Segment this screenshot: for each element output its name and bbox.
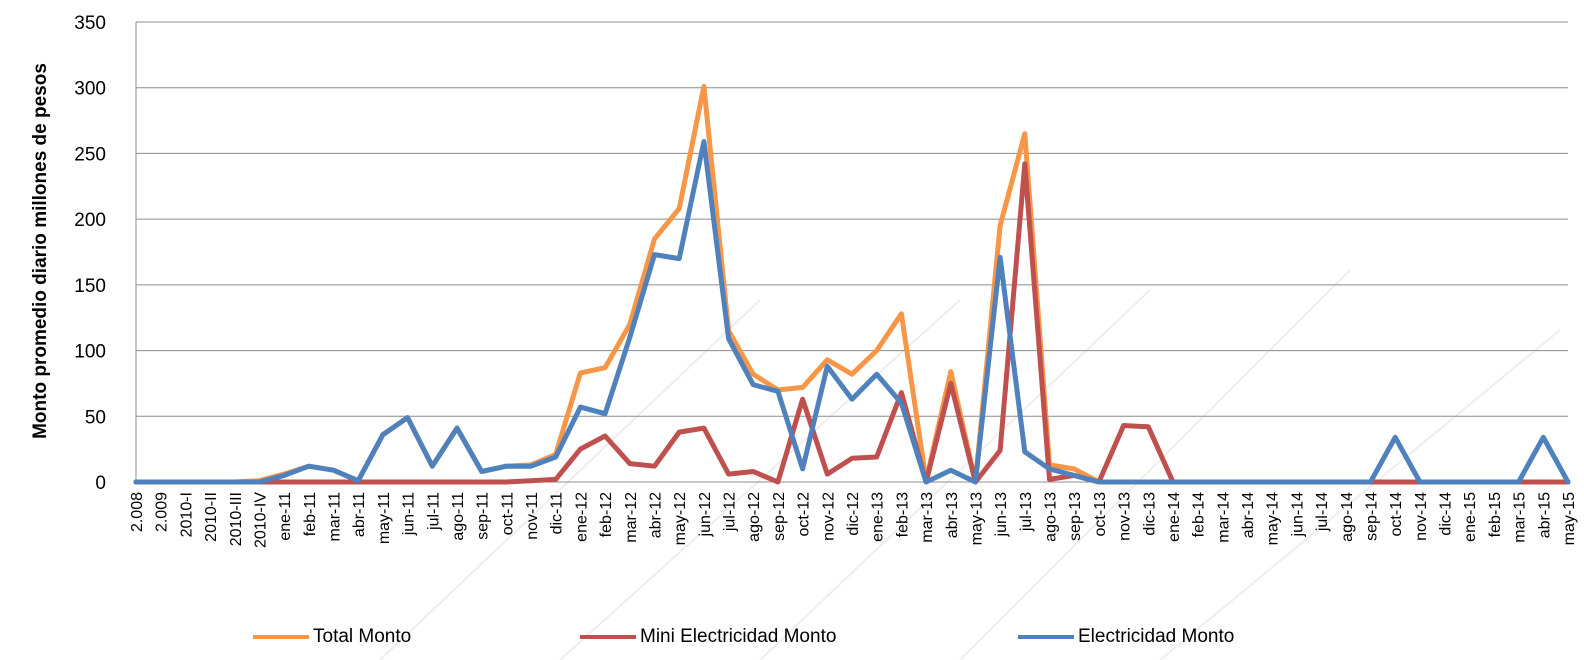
x-tick-label: jun-13 (993, 492, 1010, 538)
x-tick-label: 2010-II (203, 492, 220, 542)
x-tick-label: feb-11 (302, 492, 319, 536)
x-tick-label: jun-11 (401, 492, 418, 536)
x-tick-label: abr-12 (647, 492, 664, 538)
x-tick-label: mar-14 (1215, 492, 1232, 543)
x-tick-label: mar-11 (327, 492, 344, 542)
legend-item-total-monto: Total Monto (253, 626, 411, 648)
x-tick-label: abr-15 (1536, 492, 1553, 538)
x-tick-label: abr-11 (351, 492, 368, 537)
y-tick-label: 250 (74, 144, 106, 165)
x-tick-label: jul-12 (722, 492, 739, 532)
legend-item-electricidad-monto: Electricidad Monto (1018, 626, 1234, 648)
x-tick-label: 2010-III (228, 492, 245, 546)
x-tick-label: ene-12 (573, 492, 590, 542)
x-tick-label: oct-14 (1388, 492, 1405, 537)
legend-swatch-mini-electricidad-monto (580, 635, 636, 639)
x-tick-label: ene-13 (870, 492, 887, 542)
x-tick-label: jun-14 (1289, 492, 1306, 538)
x-tick-label: sep-12 (771, 492, 788, 541)
x-tick-label: ago-13 (1043, 492, 1060, 542)
legend-label-total-monto: Total Monto (313, 626, 412, 647)
x-tick-label: may-15 (1561, 492, 1578, 545)
gridlines (135, 21, 1568, 483)
x-tick-label: 2.008 (129, 492, 146, 532)
x-tick-label: dic-13 (1141, 492, 1158, 536)
decor-line-2 (759, 289, 1151, 660)
x-tick-label: ene-15 (1462, 492, 1479, 542)
x-tick-label: oct-12 (796, 492, 813, 537)
y-tick-label: 0 (95, 473, 106, 494)
x-tick-label: dic-14 (1438, 492, 1455, 536)
x-tick-label: may-11 (376, 492, 393, 544)
x-tick-label: nov-11 (524, 492, 541, 540)
y-tick-label: 300 (74, 79, 106, 100)
x-tick-label: ene-11 (277, 492, 294, 541)
x-tick-label: abr-13 (944, 492, 961, 538)
y-tick-label: 50 (85, 407, 106, 428)
x-tick-label: oct-11 (499, 492, 516, 535)
x-tick-label: 2010-IV (252, 492, 269, 548)
series-line-total-monto (133, 83, 1571, 485)
x-tick-label: ago-12 (746, 492, 763, 542)
x-tick-label: feb-14 (1191, 492, 1208, 537)
y-tick-label: 100 (74, 342, 106, 363)
x-tick-label: nov-13 (1117, 492, 1134, 541)
x-tick-label: mar-13 (919, 492, 936, 543)
legend: Total Monto Mini Electricidad Monto Elec… (0, 626, 1584, 656)
x-tick-labels: 2.008 2.009 2010-I 2010-II 2010-III 2010-IV en… (129, 492, 1578, 548)
x-tick-label: may-12 (672, 492, 689, 545)
legend-item-mini-electricidad-monto: Mini Electricidad Monto (580, 626, 836, 648)
legend-swatch-total-monto (253, 635, 309, 639)
x-tick-label: sep-14 (1363, 492, 1380, 541)
x-tick-label: sep-13 (1067, 492, 1084, 541)
background-decoration (379, 269, 1561, 660)
decor-line-1 (559, 299, 961, 660)
y-tick-label: 200 (74, 210, 106, 231)
y-tick-labels: 0 50 100 150 200 250 300 350 (74, 13, 106, 494)
x-tick-label: feb-12 (598, 492, 615, 537)
x-tick-label: jul-14 (1314, 492, 1331, 532)
x-tick-label: 2.009 (154, 492, 171, 532)
y-axis-label: Monto promedio diario millones de pesos (30, 63, 51, 439)
x-tick-label: abr-14 (1240, 492, 1257, 538)
series-line-mini-electricidad-monto (133, 161, 1571, 485)
x-tick-label: sep-11 (475, 492, 492, 540)
x-tick-label: ago-14 (1339, 492, 1356, 542)
x-tick-label: feb-13 (894, 492, 911, 537)
legend-swatch-electricidad-monto (1018, 635, 1074, 639)
x-tick-label: ago-11 (450, 492, 467, 541)
y-tick-label: 350 (74, 13, 106, 34)
x-tick-label: nov-12 (820, 492, 837, 541)
x-tick-label: ene-14 (1166, 492, 1183, 542)
decor-line-3 (959, 269, 1351, 660)
y-tick-label: 150 (74, 276, 106, 297)
series-lines (133, 83, 1571, 485)
decor-line-0 (379, 299, 761, 660)
x-tick-label: jul-11 (425, 492, 442, 531)
x-tick-label: feb-15 (1487, 492, 1504, 537)
x-tick-label: jul-13 (1018, 492, 1035, 532)
x-tick-label: mar-15 (1512, 492, 1529, 543)
decor-line-4 (1159, 329, 1561, 660)
x-tick-label: oct-13 (1092, 492, 1109, 537)
legend-label-mini-electricidad-monto: Mini Electricidad Monto (640, 626, 837, 647)
x-tick-label: may-14 (1265, 492, 1282, 545)
series-line-electricidad-monto (133, 139, 1571, 485)
x-tick-label: 2010-I (178, 492, 195, 537)
legend-label-electricidad-monto: Electricidad Monto (1078, 626, 1235, 647)
x-tick-label: nov-14 (1413, 492, 1430, 541)
x-tick-label: may-13 (968, 492, 985, 545)
x-tick-label: jun-12 (697, 492, 714, 538)
x-tick-label: dic-11 (549, 492, 566, 534)
x-tick-label: mar-12 (623, 492, 640, 543)
x-tick-label: dic-12 (845, 492, 862, 536)
